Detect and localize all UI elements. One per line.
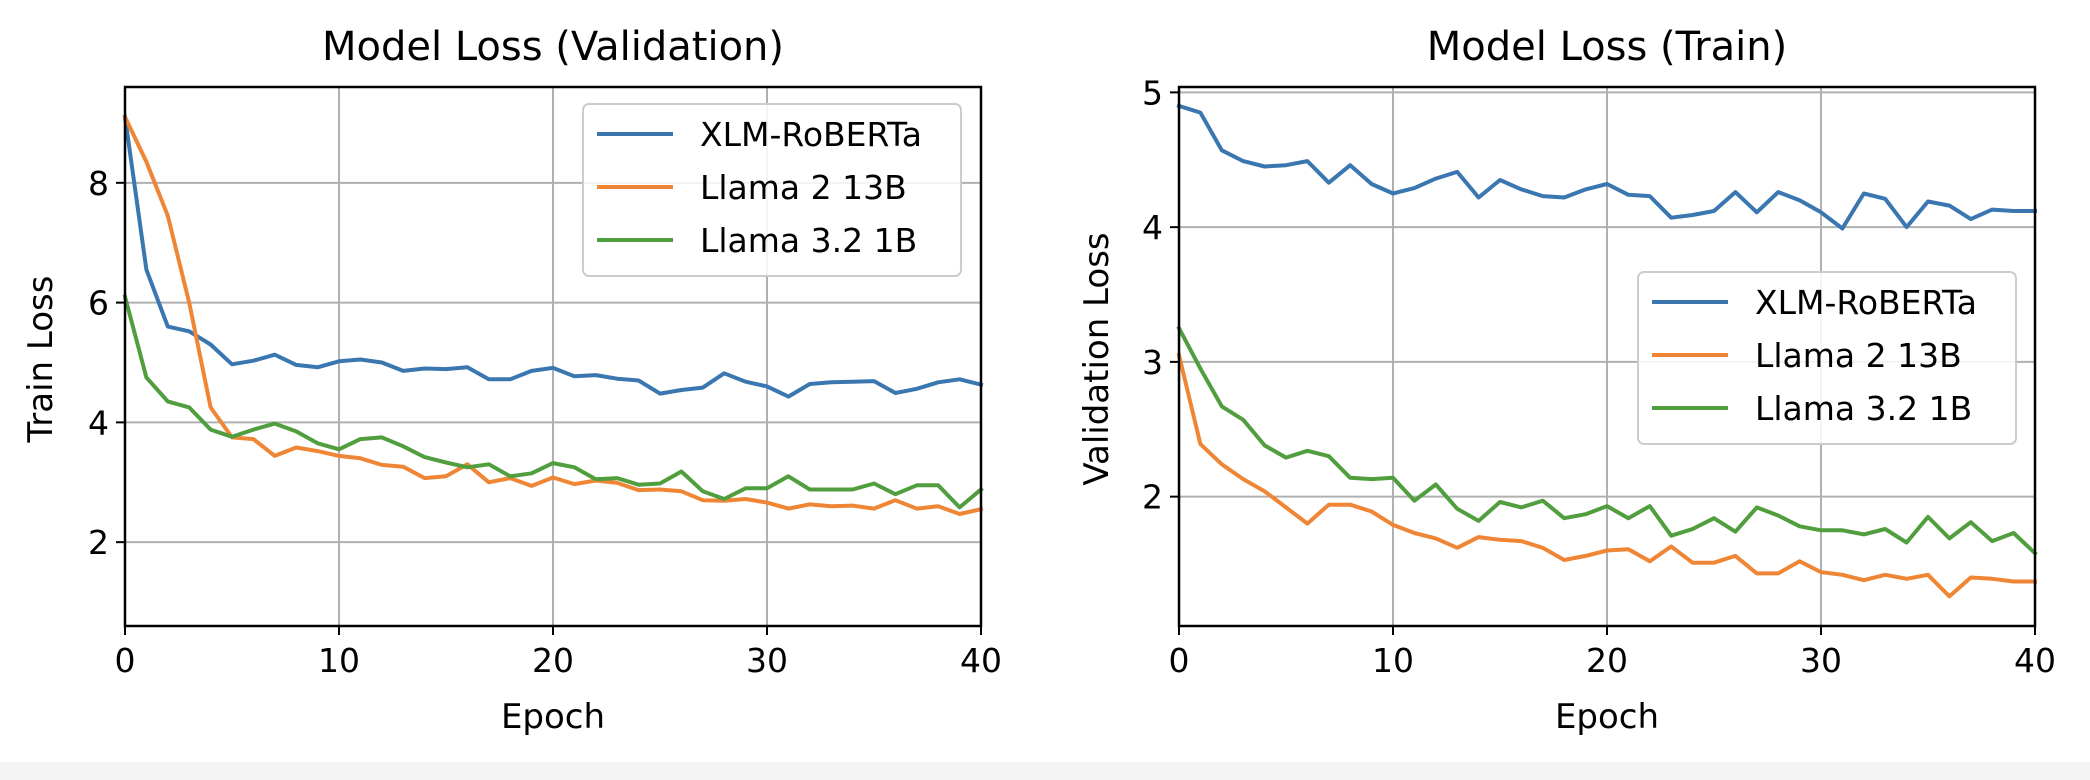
series-line-xlm-roberta [122, 114, 984, 399]
x-tick-label: 30 [1800, 641, 1842, 680]
chart-title: Model Loss (Validation) [322, 24, 784, 70]
legend-box [1637, 271, 2017, 445]
legend-label: Llama 3.2 1B [1755, 389, 1972, 428]
y-axis-label: Train Loss [21, 276, 61, 444]
y-axis-label: Validation Loss [1077, 232, 1117, 485]
series-line-llama-2-13b [1176, 352, 2037, 599]
legend-box [582, 103, 962, 277]
y-tick-label: 4 [88, 403, 109, 442]
y-tick-label: 2 [1142, 478, 1163, 517]
legend-label: Llama 2 13B [1755, 336, 1962, 375]
x-tick-label: 0 [1169, 641, 1190, 680]
x-axis-label: Epoch [1555, 697, 1659, 737]
x-axis-label: Epoch [501, 697, 605, 737]
y-tick-label: 8 [88, 164, 109, 203]
chart-train: Model Loss (Train) Epoch Validation Loss… [1077, 24, 2056, 737]
bottom-band [0, 762, 2090, 780]
legend: XLM-RoBERTa Llama 2 13B Llama 3.2 1B [1637, 271, 2017, 445]
y-tick-label: 5 [1142, 73, 1163, 112]
legend-label: XLM-RoBERTa [700, 115, 922, 154]
legend-label: Llama 3.2 1B [700, 221, 917, 260]
x-tick-label: 40 [960, 641, 1002, 680]
x-tick-label: 0 [115, 641, 136, 680]
series-line-llama-3-2-1b [122, 294, 984, 510]
legend: XLM-RoBERTa Llama 2 13B Llama 3.2 1B [582, 103, 962, 277]
x-tick-label: 10 [318, 641, 360, 680]
legend-label: XLM-RoBERTa [1755, 283, 1977, 322]
x-tick-label: 40 [2014, 641, 2056, 680]
legend-label: Llama 2 13B [700, 168, 907, 207]
series-line-llama-2-13b [122, 114, 984, 516]
chart-title: Model Loss (Train) [1427, 24, 1787, 70]
chart-validation: Model Loss (Validation) Epoch Train Loss… [21, 24, 1002, 737]
x-tick-label: 10 [1372, 641, 1414, 680]
series-line-llama-3-2-1b [1176, 325, 2038, 557]
x-tick-label: 20 [1586, 641, 1628, 680]
x-tick-label: 20 [532, 641, 574, 680]
y-tick-label: 2 [88, 523, 109, 562]
y-tick-label: 6 [88, 284, 109, 323]
y-tick-label: 3 [1142, 343, 1163, 382]
x-tick-label: 30 [746, 641, 788, 680]
series-line-xlm-roberta [1176, 103, 2037, 231]
y-tick-label: 4 [1142, 208, 1163, 247]
